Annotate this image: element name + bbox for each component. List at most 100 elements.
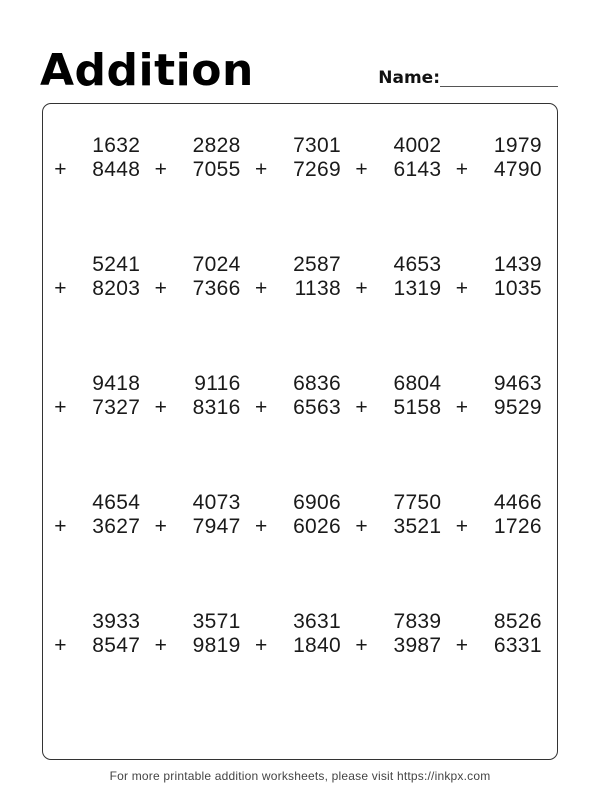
addend-bottom: 1726 — [493, 514, 542, 538]
addend-top: 4653 — [393, 253, 442, 277]
plus-operator: + — [254, 395, 268, 419]
plus-operator: + — [455, 633, 469, 657]
addition-problem: 4654 +3627 — [54, 491, 140, 538]
addend-bottom: 7327 — [92, 395, 141, 419]
plus-operator: + — [455, 514, 469, 538]
addend-bottom: 6563 — [293, 395, 341, 419]
addend-top: 7839 — [393, 610, 442, 634]
addition-problem: 1632 +8448 — [54, 134, 140, 181]
addend-top: 9116 — [194, 372, 241, 396]
plus-operator: + — [54, 157, 67, 181]
addend-bottom: 6143 — [393, 157, 442, 181]
addend-bottom: 8316 — [192, 395, 241, 419]
plus-operator: + — [54, 633, 67, 657]
addition-problem: 1439 +1035 — [456, 253, 542, 300]
addend-top: 4002 — [393, 134, 442, 157]
name-input-line[interactable] — [440, 73, 558, 87]
problems-box: 1632 +8448 2828 +7055 7301 +7269 4002 +6143 1979… — [42, 103, 558, 760]
addition-problem: 6804 +5158 — [355, 372, 441, 419]
addition-problem: 5241 +8203 — [54, 253, 140, 300]
addend-bottom: 8547 — [92, 633, 141, 657]
plus-operator: + — [254, 276, 268, 300]
plus-operator: + — [455, 395, 469, 419]
addend-bottom: 7947 — [192, 514, 241, 538]
addend-top: 8526 — [493, 610, 542, 634]
plus-operator: + — [154, 514, 168, 538]
page-title: Addition — [40, 45, 254, 96]
addend-top: 7750 — [393, 491, 442, 515]
addition-problem: 7750 +3521 — [355, 491, 441, 538]
plus-operator: + — [355, 514, 368, 538]
addition-problem: 1979 +4790 — [456, 134, 542, 181]
plus-operator: + — [54, 276, 67, 300]
addend-top: 9463 — [493, 372, 542, 396]
addition-problem: 7024 +7366 — [155, 253, 241, 300]
problems-grid: 1632 +8448 2828 +7055 7301 +7269 4002 +6143 1979… — [43, 104, 557, 657]
plus-operator: + — [455, 276, 469, 300]
addend-top: 7024 — [192, 253, 241, 277]
addend-top: 6836 — [293, 372, 341, 396]
addition-problem: 3631 +1840 — [255, 610, 341, 657]
addend-top: 1632 — [92, 134, 141, 157]
name-area: Name: — [378, 70, 558, 93]
plus-operator: + — [154, 633, 168, 657]
addend-top: 1439 — [493, 253, 542, 277]
addend-bottom: 8448 — [92, 157, 141, 181]
plus-operator: + — [154, 157, 168, 181]
addend-bottom: 6026 — [293, 514, 341, 538]
addition-problem: 3571 +9819 — [155, 610, 241, 657]
addition-problem: 9463 +9529 — [456, 372, 542, 419]
addend-top: 6906 — [293, 491, 341, 515]
addition-problem: 4073 +7947 — [155, 491, 241, 538]
plus-operator: + — [254, 157, 268, 181]
addend-top: 4654 — [92, 491, 141, 515]
addition-problem: 9418 +7327 — [54, 372, 140, 419]
plus-operator: + — [355, 276, 368, 300]
addition-problem: 7839 +3987 — [355, 610, 441, 657]
addend-bottom: 3521 — [393, 514, 442, 538]
plus-operator: + — [355, 157, 368, 181]
footer-text: For more printable addition worksheets, … — [109, 769, 491, 783]
addition-problem: 4002 +6143 — [355, 134, 441, 181]
addend-top: 3571 — [192, 610, 241, 634]
addend-top: 4073 — [192, 491, 241, 515]
header: Addition Name: — [0, 0, 600, 103]
plus-operator: + — [355, 395, 368, 419]
plus-operator: + — [54, 395, 67, 419]
addend-top: 5241 — [92, 253, 141, 277]
addend-bottom: 6331 — [493, 633, 542, 657]
addition-problem: 4466 +1726 — [456, 491, 542, 538]
addend-bottom: 7055 — [192, 157, 241, 181]
addend-top: 2587 — [293, 253, 341, 277]
addition-problem: 8526 +6331 — [456, 610, 542, 657]
addend-bottom: 1138 — [294, 276, 341, 300]
addition-problem: 2587 +1138 — [255, 253, 341, 300]
plus-operator: + — [455, 157, 469, 181]
addend-top: 9418 — [92, 372, 141, 396]
addition-problem: 7301 +7269 — [255, 134, 341, 181]
addend-bottom: 7366 — [192, 276, 241, 300]
addend-bottom: 1319 — [393, 276, 442, 300]
addend-top: 1979 — [493, 134, 542, 157]
addition-problem: 6836 +6563 — [255, 372, 341, 419]
name-label: Name: — [378, 68, 440, 88]
addend-bottom: 3987 — [393, 633, 442, 657]
addend-bottom: 1035 — [493, 276, 542, 300]
addend-bottom: 8203 — [92, 276, 141, 300]
plus-operator: + — [154, 395, 168, 419]
addend-bottom: 9529 — [493, 395, 542, 419]
addend-top: 3933 — [92, 610, 141, 634]
addend-bottom: 1840 — [293, 633, 341, 657]
addend-bottom: 7269 — [293, 157, 341, 181]
addition-problem: 2828 +7055 — [155, 134, 241, 181]
plus-operator: + — [154, 276, 168, 300]
plus-operator: + — [254, 514, 268, 538]
plus-operator: + — [355, 633, 368, 657]
addend-bottom: 9819 — [192, 633, 241, 657]
addition-problem: 6906 +6026 — [255, 491, 341, 538]
addition-problem: 9116 +8316 — [155, 372, 241, 419]
addition-problem: 3933 +8547 — [54, 610, 140, 657]
plus-operator: + — [54, 514, 67, 538]
addend-bottom: 4790 — [493, 157, 542, 181]
